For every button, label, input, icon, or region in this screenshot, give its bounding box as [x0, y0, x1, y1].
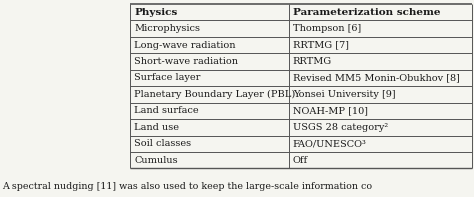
Text: Land surface: Land surface [134, 106, 199, 115]
Text: FAO/UNESCO³: FAO/UNESCO³ [293, 139, 367, 148]
Text: Soil classes: Soil classes [134, 139, 191, 148]
Text: Surface layer: Surface layer [134, 73, 201, 83]
Text: Long-wave radiation: Long-wave radiation [134, 41, 236, 50]
Text: Planetary Boundary Layer (PBL): Planetary Boundary Layer (PBL) [134, 90, 295, 99]
Text: Yonsei University [9]: Yonsei University [9] [293, 90, 395, 99]
Text: Short-wave radiation: Short-wave radiation [134, 57, 238, 66]
Text: Parameterization scheme: Parameterization scheme [293, 8, 440, 17]
Text: Revised MM5 Monin-Obukhov [8]: Revised MM5 Monin-Obukhov [8] [293, 73, 460, 83]
Text: A spectral nudging [11] was also used to keep the large-scale information co: A spectral nudging [11] was also used to… [2, 182, 373, 191]
Text: Cumulus: Cumulus [134, 156, 178, 165]
Text: Off: Off [293, 156, 308, 165]
Text: Microphysics: Microphysics [134, 24, 200, 33]
Text: USGS 28 category²: USGS 28 category² [293, 123, 388, 132]
Text: RRTMG [7]: RRTMG [7] [293, 41, 349, 50]
Text: NOAH-MP [10]: NOAH-MP [10] [293, 106, 368, 115]
Text: Thompson [6]: Thompson [6] [293, 24, 361, 33]
Text: Land use: Land use [134, 123, 179, 132]
Text: Physics: Physics [134, 8, 177, 17]
Text: RRTMG: RRTMG [293, 57, 332, 66]
